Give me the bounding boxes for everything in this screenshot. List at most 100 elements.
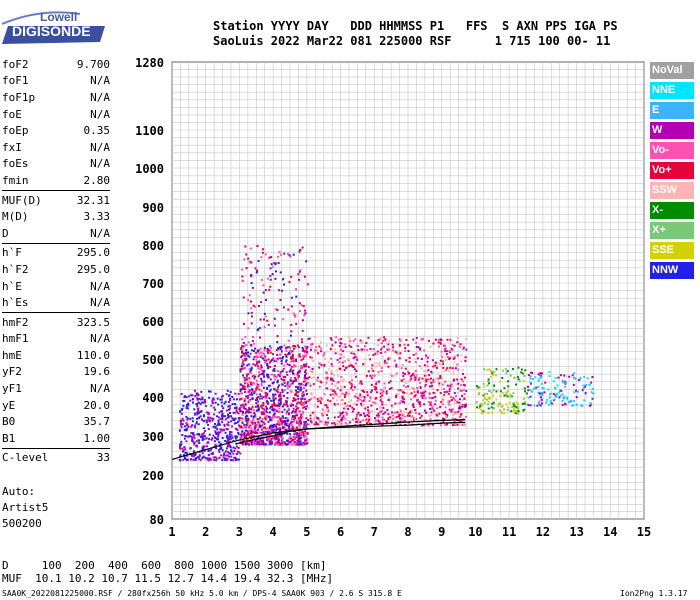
scatter-point	[541, 393, 544, 396]
scatter-point	[299, 386, 302, 389]
scatter-point	[242, 363, 245, 366]
scatter-point	[297, 417, 300, 420]
scatter-point	[358, 414, 361, 417]
logo-lowell-text: Lowell	[40, 10, 78, 24]
param-name: hmE	[2, 348, 22, 362]
scatter-point	[503, 394, 506, 397]
scatter-point	[249, 344, 252, 347]
scatter-point	[259, 366, 262, 369]
scatter-point	[212, 425, 215, 428]
scatter-point	[181, 423, 184, 426]
scatter-point	[229, 446, 232, 449]
scatter-point	[307, 337, 310, 340]
scatter-point	[564, 380, 567, 383]
scatter-point	[209, 390, 212, 393]
scatter-point	[432, 365, 435, 368]
scatter-point	[400, 367, 403, 370]
scatter-point	[298, 369, 301, 372]
scatter-point	[326, 387, 329, 390]
scatter-point	[450, 399, 453, 402]
scatter-point	[299, 418, 302, 421]
scatter-point	[401, 364, 404, 367]
scatter-point	[290, 357, 293, 360]
scatter-point	[402, 418, 405, 421]
scatter-point	[396, 392, 399, 395]
scatter-point	[291, 372, 294, 375]
scatter-point	[305, 440, 308, 443]
scatter-point	[228, 397, 231, 400]
scatter-point	[225, 436, 228, 439]
scatter-point	[287, 419, 290, 422]
scatter-point	[265, 410, 268, 413]
scatter-point	[582, 384, 585, 387]
scatter-point	[300, 359, 303, 362]
scatter-point	[520, 368, 523, 371]
scatter-point	[237, 392, 240, 395]
scatter-point	[292, 344, 295, 347]
scatter-point	[537, 391, 540, 394]
scatter-point	[444, 415, 447, 418]
scatter-point	[487, 407, 490, 410]
scatter-point	[383, 418, 386, 421]
scatter-point	[459, 415, 462, 418]
scatter-point	[390, 374, 393, 377]
scatter-point	[307, 406, 310, 409]
scatter-point	[283, 402, 286, 405]
scatter-point	[341, 418, 344, 421]
scatter-point	[276, 381, 279, 384]
scatter-point	[475, 401, 478, 404]
scatter-point	[277, 395, 280, 398]
scatter-point	[355, 415, 358, 418]
scatter-point	[264, 415, 267, 418]
scatter-point	[303, 403, 306, 406]
scatter-point	[298, 309, 301, 312]
scatter-point	[221, 437, 224, 440]
scatter-point	[302, 380, 305, 383]
scatter-point	[536, 404, 539, 407]
scatter-point	[201, 418, 204, 421]
scatter-point	[270, 359, 273, 362]
scatter-point	[251, 433, 254, 436]
scatter-point	[299, 415, 302, 418]
scatter-point	[250, 261, 253, 264]
scatter-point	[226, 423, 229, 426]
scatter-point	[301, 341, 304, 344]
scatter-point	[230, 415, 233, 418]
scatter-point	[279, 417, 282, 420]
scatter-point	[230, 431, 233, 434]
scatter-point	[248, 429, 251, 432]
scatter-point	[305, 347, 308, 350]
scatter-point	[559, 389, 562, 392]
scatter-point	[247, 424, 250, 427]
scatter-point	[288, 370, 291, 373]
scatter-point	[503, 408, 506, 411]
scatter-point	[363, 391, 366, 394]
scatter-point	[326, 409, 329, 412]
scatter-point	[477, 386, 480, 389]
scatter-point	[339, 389, 342, 392]
scatter-point	[297, 443, 300, 446]
scatter-point	[292, 357, 295, 360]
scatter-point	[257, 385, 260, 388]
scatter-point	[247, 373, 250, 376]
scatter-point	[260, 256, 263, 259]
scatter-point	[366, 348, 369, 351]
scatter-point	[359, 421, 362, 424]
scatter-point	[376, 408, 379, 411]
x-tick-label: 13	[569, 525, 583, 539]
scatter-point	[297, 387, 300, 390]
scatter-point	[289, 255, 292, 258]
scatter-point	[205, 445, 208, 448]
scatter-point	[504, 367, 507, 370]
scatter-point	[384, 411, 387, 414]
scatter-point	[354, 395, 357, 398]
scatter-point	[311, 356, 314, 359]
param-value: 33	[96, 451, 110, 465]
scatter-point	[257, 305, 260, 308]
scatter-point	[262, 395, 265, 398]
scatter-point	[313, 422, 316, 425]
scatter-point	[540, 393, 543, 396]
scatter-point	[291, 382, 294, 385]
scatter-point	[276, 341, 279, 344]
scatter-point	[246, 382, 249, 385]
